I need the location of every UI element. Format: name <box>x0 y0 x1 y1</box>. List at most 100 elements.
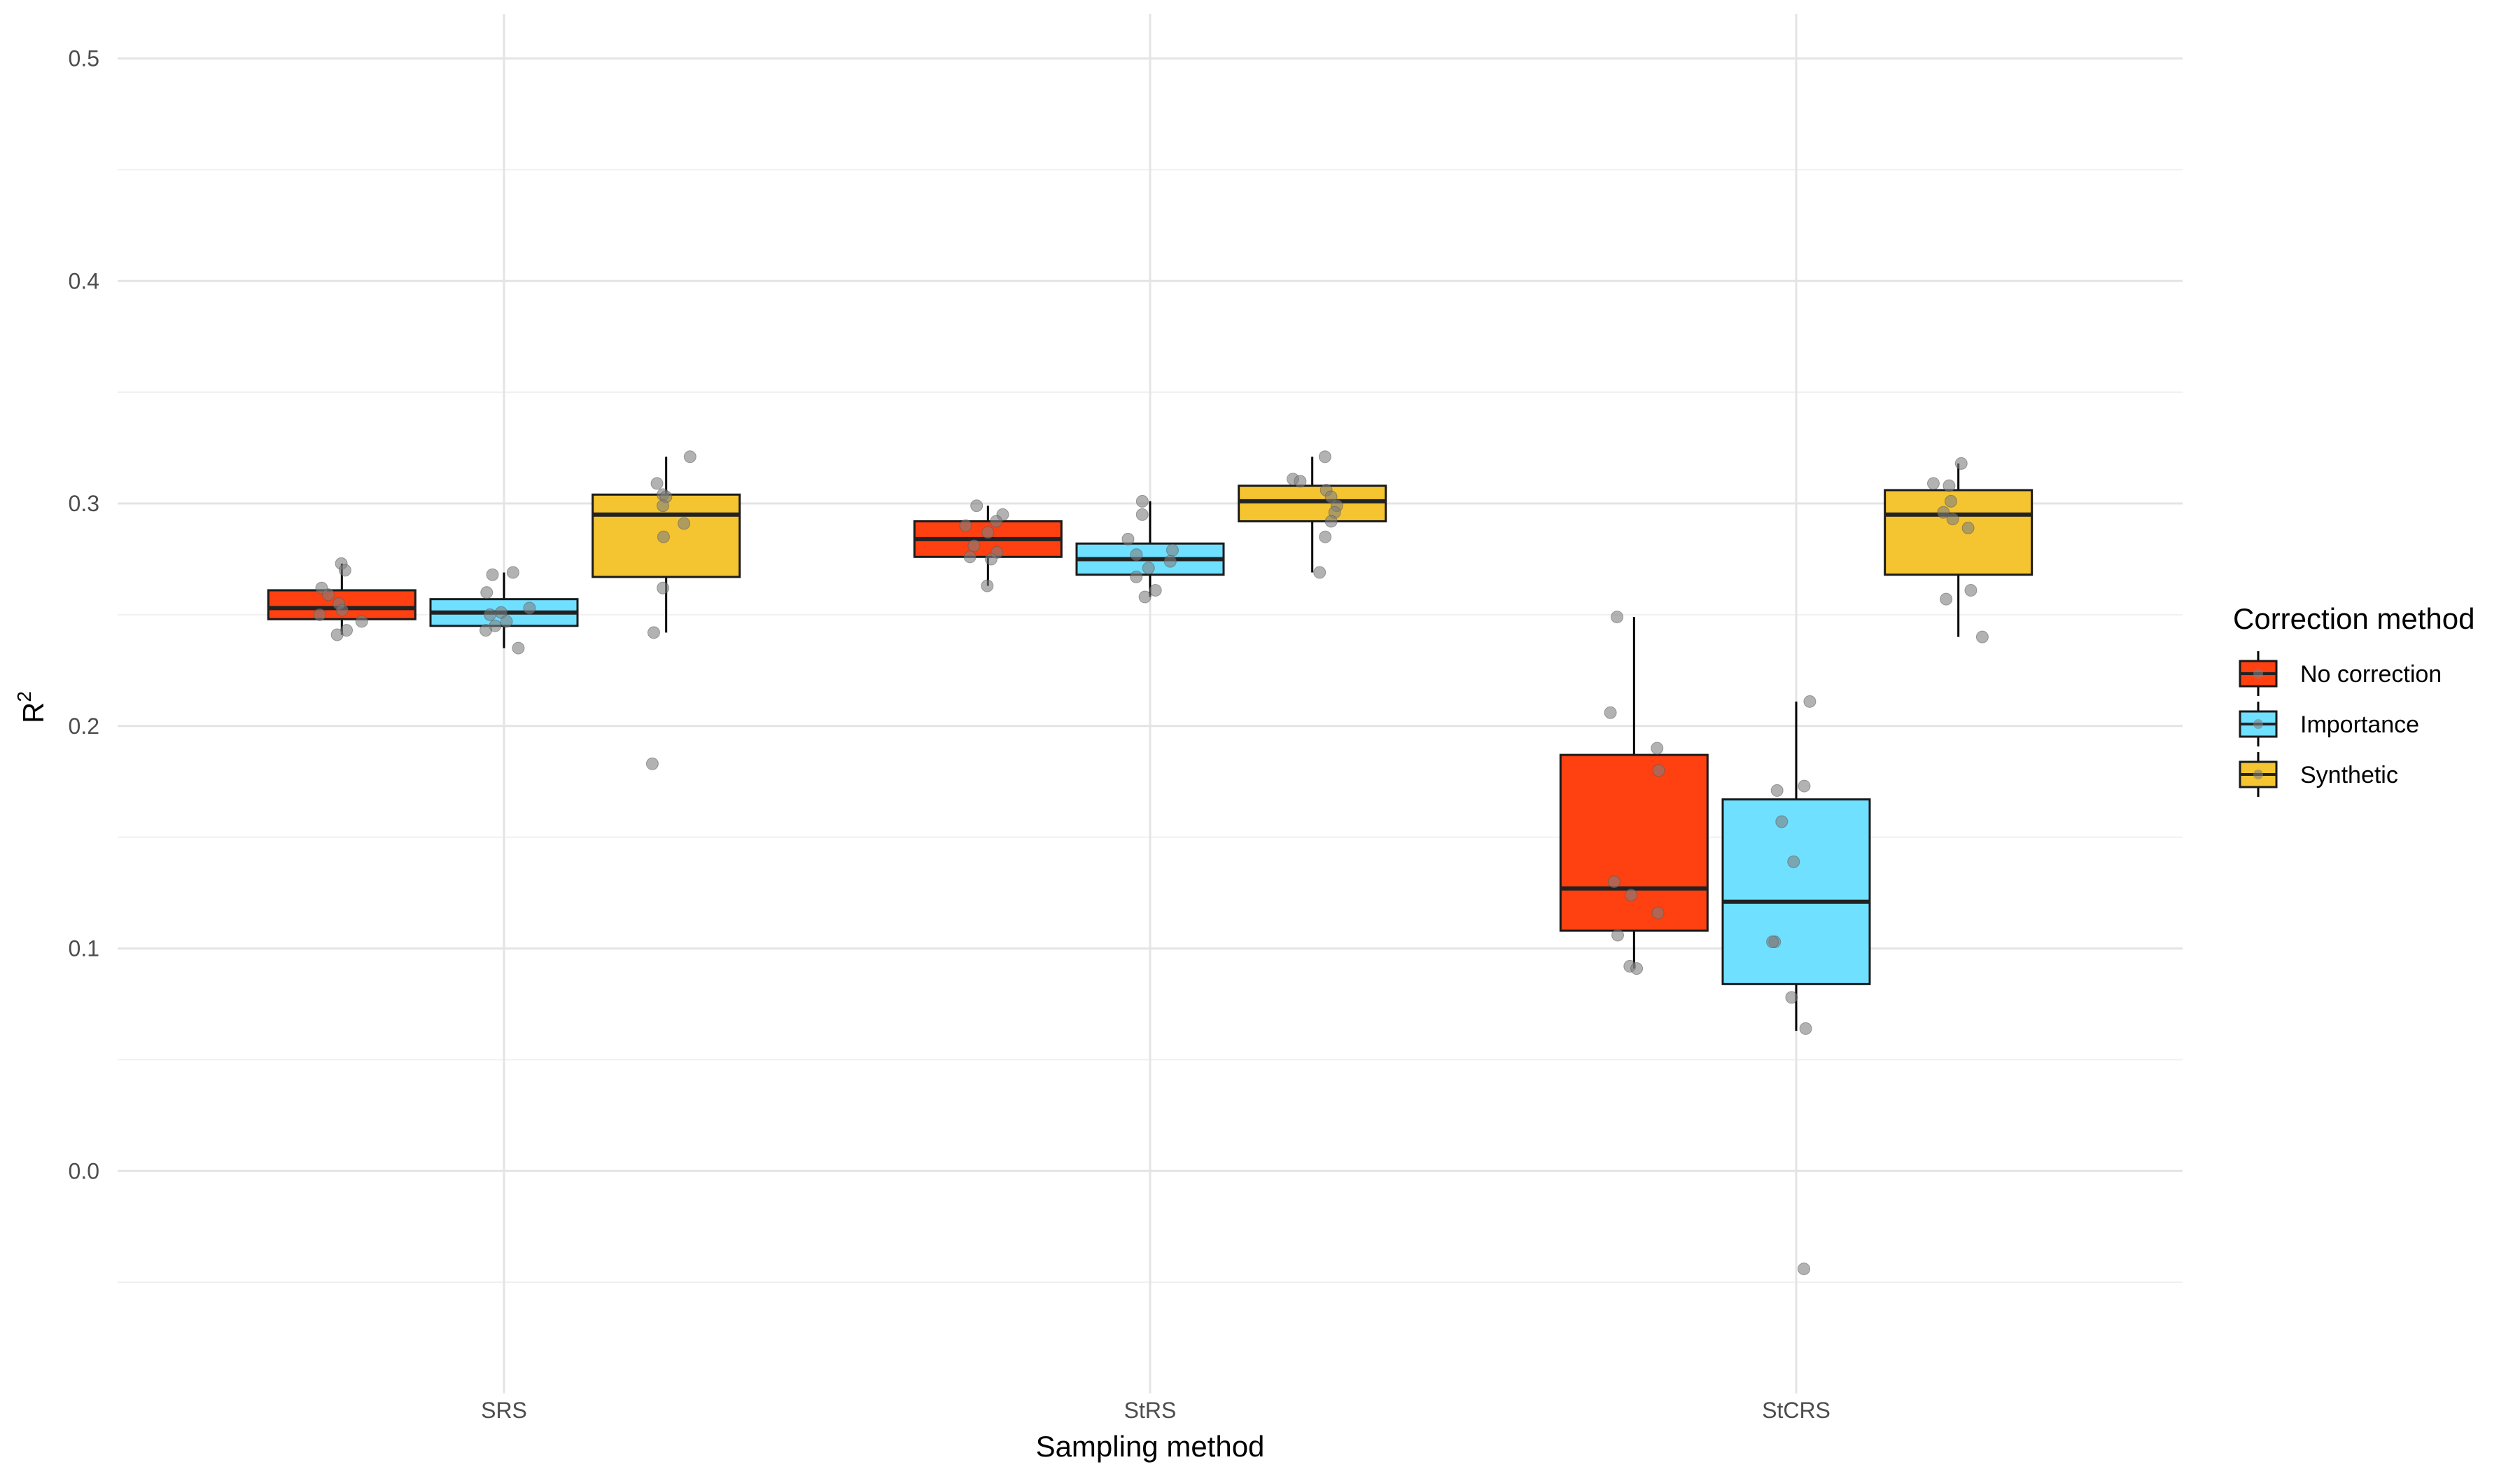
legend-label: No correction <box>2300 661 2442 688</box>
data-point <box>483 608 496 621</box>
data-point <box>1630 962 1644 975</box>
data-point <box>678 517 691 530</box>
data-point <box>650 477 664 490</box>
box-iqr <box>1884 489 2033 576</box>
data-point <box>1944 494 1957 508</box>
data-point <box>647 626 660 639</box>
data-point <box>1611 611 1624 624</box>
data-point <box>480 586 493 599</box>
data-point <box>355 615 368 628</box>
box-iqr <box>1559 753 1709 932</box>
data-point <box>1954 457 1968 470</box>
x-tick-label: StCRS <box>1762 1398 1830 1423</box>
data-point <box>1799 1022 1812 1035</box>
legend-key-point <box>2253 669 2263 679</box>
data-point <box>1937 506 1950 519</box>
data-point <box>1798 1263 1811 1276</box>
y-tick-label: 0.0 <box>69 1158 99 1183</box>
data-point <box>959 519 972 532</box>
data-point <box>1324 515 1338 528</box>
data-point <box>981 526 995 539</box>
svg-text:R2: R2 <box>13 691 50 723</box>
data-point <box>970 499 983 513</box>
data-point <box>990 515 1003 528</box>
data-point <box>1604 706 1617 719</box>
data-point <box>683 450 696 464</box>
data-point <box>1798 779 1811 793</box>
data-point <box>1138 590 1152 604</box>
data-point <box>657 581 670 595</box>
axis-layer: 0.0 0.1 0.2 0.3 0.4 0.5 SRS StRS StCRS <box>69 46 1830 1423</box>
data-point <box>506 566 519 579</box>
y-axis-title-text: R <box>17 702 50 723</box>
data-point <box>479 624 493 637</box>
data-point <box>1946 513 1959 526</box>
data-point <box>500 615 513 628</box>
data-point <box>338 564 351 577</box>
data-point <box>1940 592 1953 606</box>
legend: Correction method No correction Importanc… <box>2233 602 2475 797</box>
data-point <box>1775 815 1788 828</box>
y-axis-title-superscript: 2 <box>13 691 35 702</box>
data-point <box>1787 855 1800 868</box>
data-point <box>1324 490 1338 503</box>
legend-items: No correction Importance Synthetic <box>2239 651 2442 797</box>
data-point <box>1975 630 1989 644</box>
data-point <box>984 552 997 566</box>
data-point <box>1135 494 1149 508</box>
data-point <box>1961 521 1975 534</box>
legend-label: Importance <box>2300 711 2419 738</box>
box-iqr <box>1238 485 1387 522</box>
x-tick-label: SRS <box>481 1398 527 1423</box>
data-point <box>1651 742 1664 755</box>
data-point <box>981 579 994 592</box>
data-point <box>1964 583 1977 597</box>
data-point <box>1926 477 1940 490</box>
data-point <box>1319 530 1332 543</box>
data-point <box>1625 889 1638 902</box>
data-point <box>657 499 670 513</box>
y-axis-title: R2 <box>13 691 50 723</box>
data-point <box>1163 555 1177 568</box>
data-point <box>1652 764 1665 777</box>
data-point <box>1651 906 1665 919</box>
data-point <box>1149 583 1162 597</box>
data-point <box>486 568 499 581</box>
data-point <box>1607 875 1620 889</box>
data-point <box>1942 479 1956 492</box>
point-layer <box>313 450 1989 1276</box>
data-point <box>1121 532 1135 545</box>
data-point <box>1611 929 1625 942</box>
x-axis-title: Sampling method <box>1036 1430 1265 1463</box>
x-tick-label: StRS <box>1124 1398 1177 1423</box>
data-point <box>512 641 525 655</box>
data-point <box>657 530 670 543</box>
data-point <box>967 539 981 552</box>
data-point <box>1294 475 1307 488</box>
y-tick-label: 0.1 <box>69 936 99 961</box>
legend-key-point <box>2253 770 2263 779</box>
data-point <box>1785 991 1798 1004</box>
y-tick-label: 0.5 <box>69 46 99 71</box>
data-point <box>335 604 349 617</box>
data-point <box>645 757 659 770</box>
data-point <box>1803 695 1816 708</box>
legend-key-point <box>2253 719 2263 729</box>
data-point <box>963 550 976 564</box>
box-iqr <box>1721 798 1871 985</box>
data-point <box>1166 543 1179 557</box>
data-point <box>1313 566 1326 579</box>
y-tick-label: 0.2 <box>69 714 99 739</box>
data-point <box>322 588 335 602</box>
data-point <box>330 628 344 641</box>
data-point <box>523 602 536 615</box>
data-point <box>1130 548 1143 562</box>
data-point <box>1135 508 1149 521</box>
grid-layer <box>118 14 2183 1393</box>
legend-title: Correction method <box>2233 602 2475 635</box>
data-point <box>313 608 326 621</box>
data-point <box>1318 450 1331 464</box>
data-point <box>1142 562 1155 575</box>
